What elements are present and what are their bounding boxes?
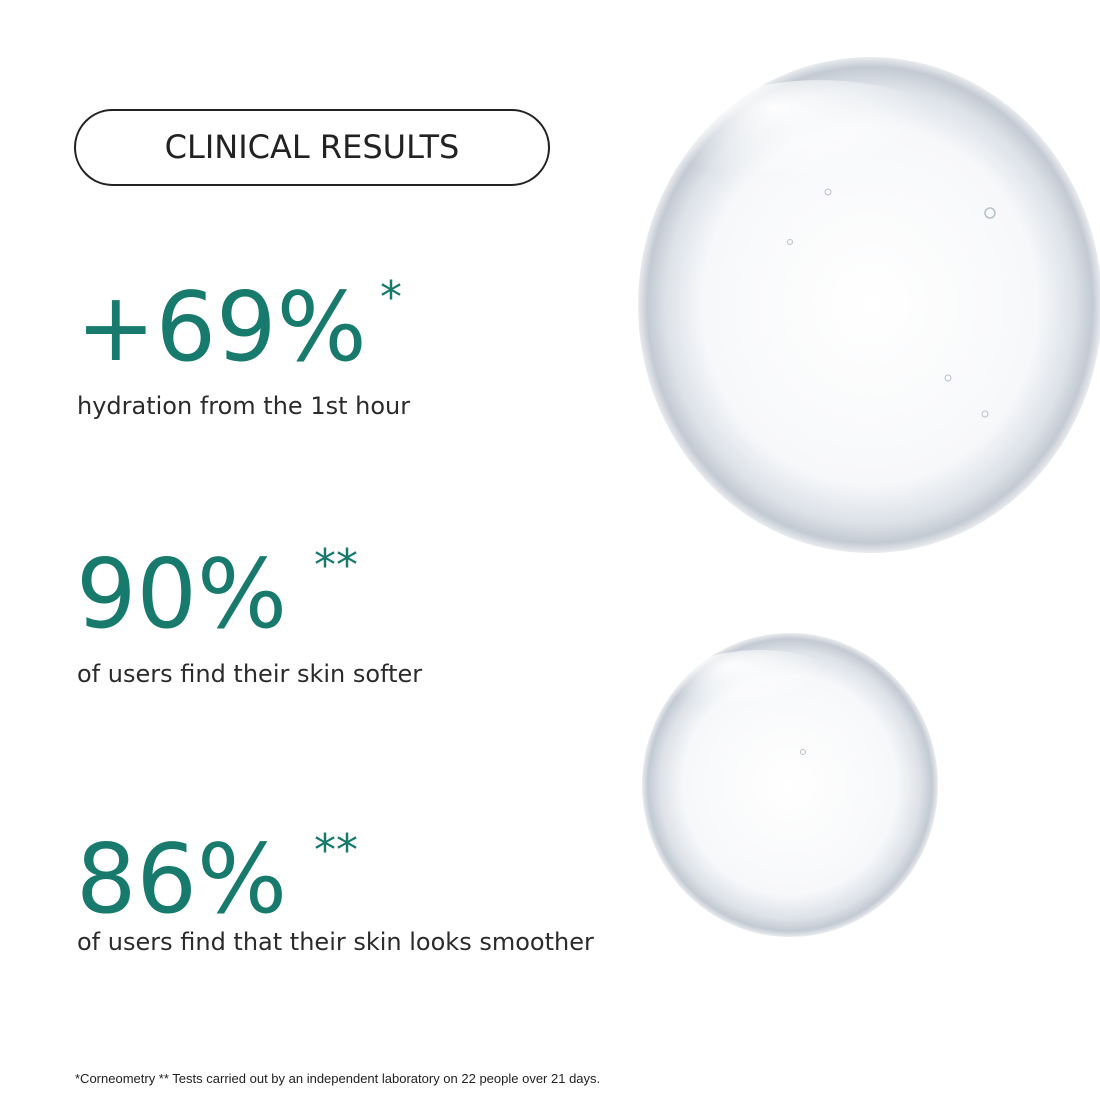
title: CLINICAL RESULTS [165, 128, 460, 166]
footnote: *Corneometry ** Tests carried out by an … [75, 1071, 600, 1086]
gel-drop-small [642, 633, 938, 937]
stat-mark: ** [314, 825, 358, 876]
stat-value: +69% [76, 273, 367, 383]
gel-drop-large [638, 57, 1100, 553]
stat-value: 86% [76, 825, 287, 935]
stat-description: hydration from the 1st hour [77, 392, 410, 420]
stat-description: of users find that their skin looks smoo… [77, 928, 594, 956]
stat-mark: ** [314, 540, 358, 591]
stat-mark: * [380, 272, 402, 323]
stat-value: 90% [76, 540, 287, 650]
stat-description: of users find their skin softer [77, 660, 422, 688]
title-pill [74, 109, 550, 186]
